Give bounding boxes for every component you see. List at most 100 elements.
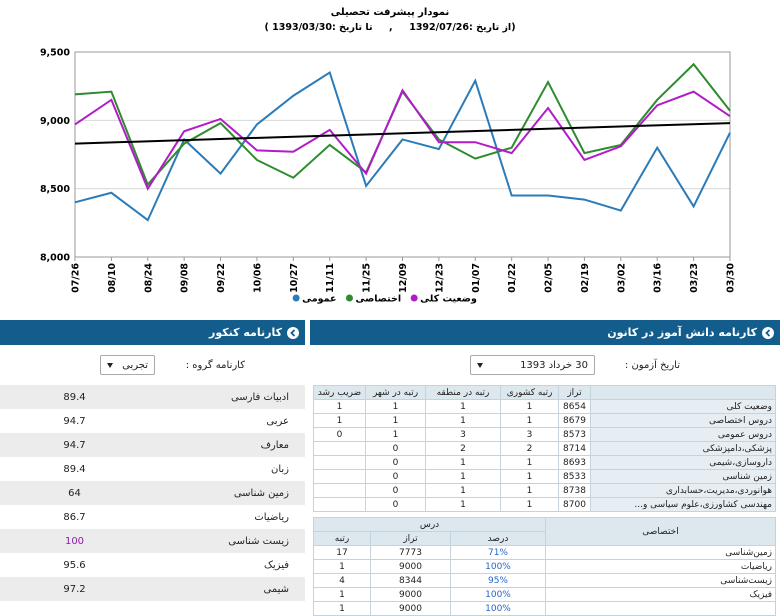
table-row: ریاضیات 86.7: [0, 505, 305, 529]
score: 94.7: [0, 433, 150, 457]
table-cell: 1: [500, 413, 559, 428]
table-row: مهندسی کشاورزی،علوم سیاسی و... 8700 1 1 0: [313, 497, 776, 512]
table-cell: 1: [500, 469, 559, 484]
table-row: 100% 9000 1: [313, 601, 776, 616]
table-cell: 9000: [370, 601, 451, 616]
header-row: تراز رتبه کشوری رتبه در منطقه رتبه در شهر ضر…: [313, 385, 776, 400]
table-cell: 8344: [370, 573, 451, 588]
header-cell: [590, 385, 776, 400]
table-row: ریاضیات 100% 9000 1: [313, 559, 776, 574]
panel-header: کارنامه کنکور: [0, 320, 305, 345]
score: 89.4: [0, 385, 150, 409]
table-cell: 8573: [558, 427, 591, 442]
score: 94.7: [63, 415, 86, 427]
table-cell: 71%: [450, 545, 546, 560]
legend: عمومی اختصاصی وضعیت کلی: [292, 294, 477, 305]
table-cell: 0: [365, 497, 426, 512]
table-row: هوانوردی،مدیریت،حسابداری 8738 1 1 0: [313, 483, 776, 498]
header-icon: [287, 326, 299, 339]
legend-marker: [410, 294, 418, 302]
row-label: داروسازی،شیمی: [590, 455, 776, 470]
date-select[interactable]: 30 خرداد 1393: [470, 355, 595, 375]
subject: عربی: [266, 415, 289, 427]
table-row: عربی 94.7: [0, 409, 305, 433]
table-cell: 100%: [450, 559, 546, 574]
table-row: معارف 94.7: [0, 433, 305, 457]
panel-header: کارنامه دانش آموز در کانون: [310, 320, 780, 345]
table-cell: 1: [313, 587, 371, 602]
row-label: وضعیت کلی: [590, 399, 776, 414]
header-cell: رتبه در منطقه: [425, 385, 501, 400]
table-row: زمین شناسی 64: [0, 481, 305, 505]
header-cell: رتبه در شهر: [365, 385, 426, 400]
legend-marker: [345, 294, 353, 302]
table-cell: 1: [500, 483, 559, 498]
x-tick-label: 03/23: [689, 263, 700, 293]
header-cell: درصد: [450, 531, 546, 546]
table-cell: 8679: [558, 413, 591, 428]
subject: معارف: [150, 433, 305, 457]
x-tick-label: 08/10: [107, 263, 118, 293]
table-row: زیست‌شناسی 95% 8344 4: [313, 573, 776, 588]
table-cell: 3: [425, 427, 501, 442]
table-cell: [313, 483, 366, 498]
header-icon: [762, 326, 774, 339]
header-cell: تراز: [558, 385, 591, 400]
table-cell: 0: [365, 441, 426, 456]
field-label: کارنامه گروه :: [185, 360, 245, 371]
y-tick-label: 8,000: [40, 253, 70, 264]
table-row: ادبیات فارسی 89.4: [0, 385, 305, 409]
legend-marker: [292, 294, 300, 302]
table-row: دروس عمومی 8573 3 3 1 0: [313, 427, 776, 442]
x-tick-label: 01/07: [471, 263, 482, 293]
row-label: پزشکی،دامپزشکی: [590, 441, 776, 456]
row-label: زمین شناسی: [590, 469, 776, 484]
y-tick-label: 9,500: [40, 48, 70, 59]
table-cell: 1: [365, 427, 426, 442]
header-cell: ضریب رشد: [313, 385, 366, 400]
group-select[interactable]: تجربی: [100, 355, 155, 375]
row-label: مهندسی کشاورزی،علوم سیاسی و...: [590, 497, 776, 512]
subject: شیمی: [150, 577, 305, 601]
table-cell: 1: [425, 483, 501, 498]
x-tick-label: 11/25: [362, 263, 373, 293]
panel-title: کارنامه کنکور: [209, 326, 282, 339]
subject: زمین شناسی: [150, 481, 305, 505]
x-tick-label: 01/22: [507, 263, 518, 293]
legend-label: عمومی: [302, 294, 336, 305]
table-cell: 8533: [558, 469, 591, 484]
lessons-table: اختصاصی درس درصد تراز رتبه زمین‌شناسی 71% 7773 1…: [313, 517, 776, 616]
field-label: تاریخ آزمون :: [624, 360, 680, 371]
score: 89.4: [63, 463, 86, 475]
header-cell: اختصاصی: [545, 517, 776, 546]
header-cell: رتبه: [313, 531, 371, 546]
row-label: زیست‌شناسی: [545, 573, 776, 588]
table-row: وضعیت کلی 8654 1 1 1 1: [313, 399, 776, 414]
table-cell: 1: [500, 399, 559, 414]
y-tick-label: 8,500: [40, 184, 70, 195]
legend-label: اختصاصی: [355, 294, 401, 305]
series-line: [74, 62, 731, 187]
konkur-table: ادبیات فارسی 89.4 عربی 94.7 معارف 94.7 زبان 89.…: [0, 385, 305, 601]
subject: زبان: [270, 463, 289, 475]
table-cell: 1: [425, 413, 501, 428]
table-row: فیزیک 95.6: [0, 553, 305, 577]
table-cell: 1: [313, 601, 371, 616]
trend-line: [74, 122, 731, 145]
table-row: پزشکی،دامپزشکی 8714 2 2 0: [313, 441, 776, 456]
table-cell: 4: [313, 573, 371, 588]
select-value: 30 خرداد 1393: [520, 359, 588, 371]
table-cell: 3: [500, 427, 559, 442]
table-row: فیزیک 100% 9000 1: [313, 587, 776, 602]
table-cell: 8738: [558, 483, 591, 498]
table-cell: 7773: [370, 545, 451, 560]
x-tick-label: 09/08: [180, 263, 191, 293]
subject: ریاضیات: [254, 511, 289, 523]
table-cell: 8700: [558, 497, 591, 512]
table-row: زبان 89.4: [0, 457, 305, 481]
table-cell: 2: [500, 441, 559, 456]
table-cell: 1: [425, 497, 501, 512]
x-tick-label: 09/22: [216, 263, 227, 293]
subject: ادبیات فارسی: [150, 385, 305, 409]
header-cell: رتبه کشوری: [500, 385, 559, 400]
